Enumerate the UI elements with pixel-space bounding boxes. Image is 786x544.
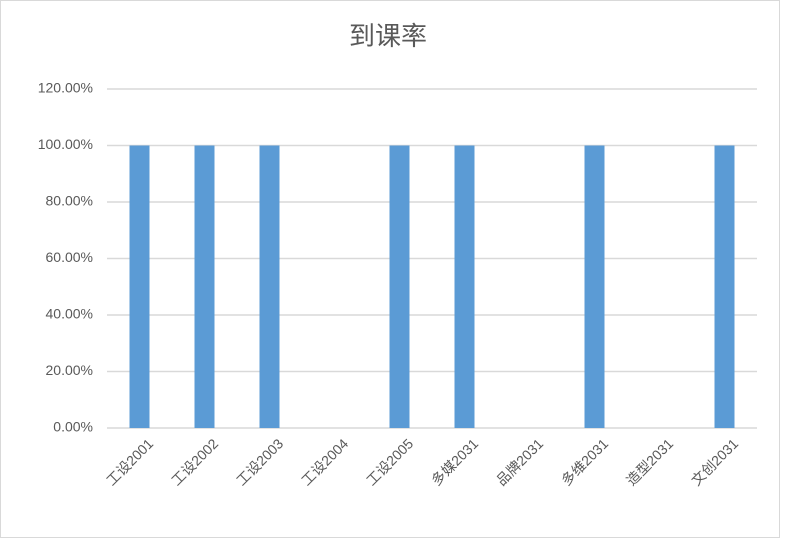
y-tick-label: 20.00%	[46, 362, 93, 378]
bar	[714, 145, 735, 428]
bar	[194, 145, 215, 428]
bar	[584, 145, 605, 428]
bar	[454, 145, 475, 428]
y-tick-label: 80.00%	[46, 193, 93, 209]
y-tick-label: 100.00%	[38, 136, 93, 152]
bar	[389, 145, 410, 428]
bar	[129, 145, 150, 428]
chart-title: 到课率	[349, 21, 427, 51]
y-tick-label: 0.00%	[53, 419, 93, 435]
y-tick-label: 40.00%	[46, 306, 93, 322]
bar	[259, 145, 280, 428]
y-tick-label: 60.00%	[46, 249, 93, 265]
y-tick-label: 120.00%	[38, 80, 93, 96]
